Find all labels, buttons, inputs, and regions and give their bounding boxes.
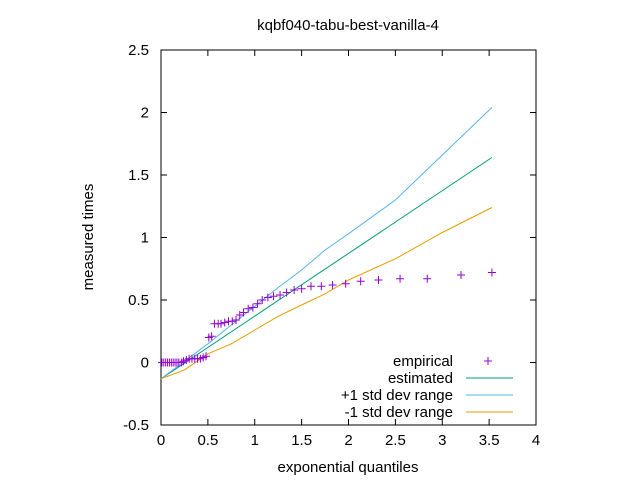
x-tick-label: 1 (251, 432, 259, 449)
empirical-point (487, 268, 496, 277)
empirical-point (356, 277, 365, 286)
empirical-point (258, 296, 267, 304)
x-tick-label: 1.5 (291, 432, 312, 449)
empirical-point (217, 319, 225, 328)
y-tick-label: 1.5 (128, 167, 149, 184)
empirical-point (207, 332, 216, 341)
empirical-point (244, 304, 253, 313)
empirical-point (307, 282, 315, 291)
empirical-point (328, 281, 337, 289)
legend-label: +1 std dev range (341, 387, 453, 404)
x-tick-label: 4 (532, 432, 540, 449)
empirical-point (239, 308, 248, 317)
empirical-point (177, 358, 186, 367)
empirical-point (290, 286, 299, 294)
empirical-point (297, 284, 306, 293)
legend-label: estimated (388, 370, 453, 387)
empirical-point (423, 274, 432, 283)
y-tick-label: 2 (141, 105, 149, 122)
empirical-point (396, 274, 405, 283)
y-axis-label: measured times (80, 184, 97, 291)
series-line-1-std-dev-range (160, 107, 493, 380)
empirical-point (202, 352, 210, 361)
empirical-point (263, 293, 272, 302)
x-tick-label: 0 (157, 432, 165, 449)
x-tick-label: 3.5 (479, 432, 500, 449)
empirical-point (341, 279, 350, 288)
legend-label: empirical (393, 353, 453, 370)
empirical-point (374, 276, 383, 284)
x-tick-label: 2.5 (385, 432, 406, 449)
y-tick-label: 0 (141, 355, 149, 372)
x-tick-label: 0.5 (197, 432, 218, 449)
empirical-point (232, 316, 240, 324)
empirical-point (317, 282, 326, 291)
empirical-point (269, 292, 278, 301)
legend-marker (484, 357, 492, 365)
series-line-estimated (160, 157, 493, 380)
x-axis-label: exponential quantiles (278, 459, 419, 476)
chart-title: kqbf040-tabu-best-vanilla-4 (257, 17, 439, 34)
empirical-point (276, 291, 285, 299)
plot-area: 0 0.5 1 1.5 2 2.5 3 3.5 4 -0.5 0 0.5 1 1.5 2 2.5 (123, 42, 540, 449)
empirical-point (220, 318, 229, 327)
y-tick-label: 0.5 (128, 292, 149, 309)
empirical-point (248, 303, 257, 312)
x-tick-label: 3 (438, 432, 446, 449)
x-tick-label: 2 (344, 432, 352, 449)
empirical-point (457, 271, 465, 279)
empirical-point (253, 299, 262, 308)
empirical-point (282, 288, 291, 297)
y-tick-label: -0.5 (123, 417, 149, 434)
y-tick-label: 2.5 (128, 42, 149, 59)
legend-label: -1 std dev range (345, 404, 453, 421)
empirical-point (228, 317, 237, 326)
y-tick-label: 1 (141, 230, 149, 247)
plot-frame (160, 49, 537, 426)
